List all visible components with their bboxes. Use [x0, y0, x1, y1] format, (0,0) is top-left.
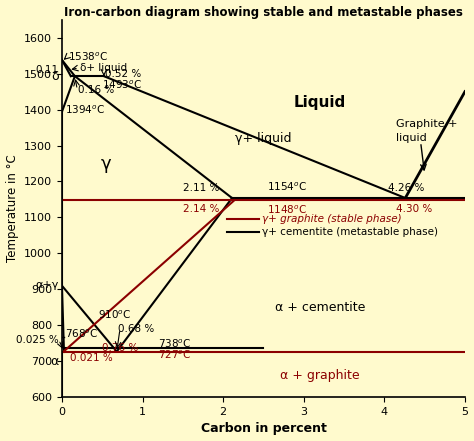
- Text: 910$^o$C: 910$^o$C: [98, 308, 132, 321]
- Title: Iron-carbon diagram showing stable and metastable phases: Iron-carbon diagram showing stable and m…: [64, 6, 463, 19]
- Text: 0.76 %: 0.76 %: [102, 343, 138, 352]
- Text: 0.021 %: 0.021 %: [70, 353, 113, 363]
- Text: γ+ cementite (metastable phase): γ+ cementite (metastable phase): [262, 227, 438, 237]
- Text: 768$^o$C: 768$^o$C: [65, 328, 99, 340]
- Text: 0.025 %: 0.025 %: [16, 335, 59, 345]
- Text: 0.11: 0.11: [36, 65, 59, 75]
- Text: δ+ liquid: δ+ liquid: [80, 63, 127, 73]
- Text: α + cementite: α + cementite: [274, 301, 365, 314]
- Text: γ+ graphite (stable phase): γ+ graphite (stable phase): [262, 214, 401, 224]
- Text: 2.11 %: 2.11 %: [183, 183, 219, 193]
- Text: Liquid: Liquid: [294, 95, 346, 110]
- Text: δ: δ: [51, 70, 59, 82]
- Text: 1148$^o$C: 1148$^o$C: [267, 204, 308, 216]
- Text: liquid: liquid: [396, 133, 427, 143]
- Text: α+γ: α+γ: [36, 280, 59, 290]
- Text: γ: γ: [101, 154, 111, 172]
- Text: α: α: [51, 355, 59, 368]
- Text: γ+ liquid: γ+ liquid: [235, 132, 292, 145]
- Text: 0.52 %: 0.52 %: [105, 69, 141, 78]
- Text: 727$^o$C: 727$^o$C: [158, 348, 191, 361]
- X-axis label: Carbon in percent: Carbon in percent: [201, 422, 327, 435]
- Text: 1538$^o$C: 1538$^o$C: [68, 50, 109, 63]
- Text: 2.14 %: 2.14 %: [183, 204, 219, 214]
- Text: α + graphite: α + graphite: [280, 369, 360, 382]
- Text: 4.30 %: 4.30 %: [396, 204, 433, 214]
- Text: 1493$^o$C: 1493$^o$C: [102, 78, 142, 91]
- Text: Graphite +: Graphite +: [396, 119, 458, 129]
- Text: 0.16 %: 0.16 %: [78, 85, 114, 95]
- Text: 0.68 %: 0.68 %: [118, 324, 155, 334]
- Text: 4.26 %: 4.26 %: [388, 183, 425, 193]
- Text: 1394$^o$C: 1394$^o$C: [65, 103, 105, 116]
- Y-axis label: Temperature in °C: Temperature in °C: [6, 154, 18, 262]
- Text: 738$^o$C: 738$^o$C: [158, 338, 191, 350]
- Text: 1154$^o$C: 1154$^o$C: [267, 180, 308, 193]
